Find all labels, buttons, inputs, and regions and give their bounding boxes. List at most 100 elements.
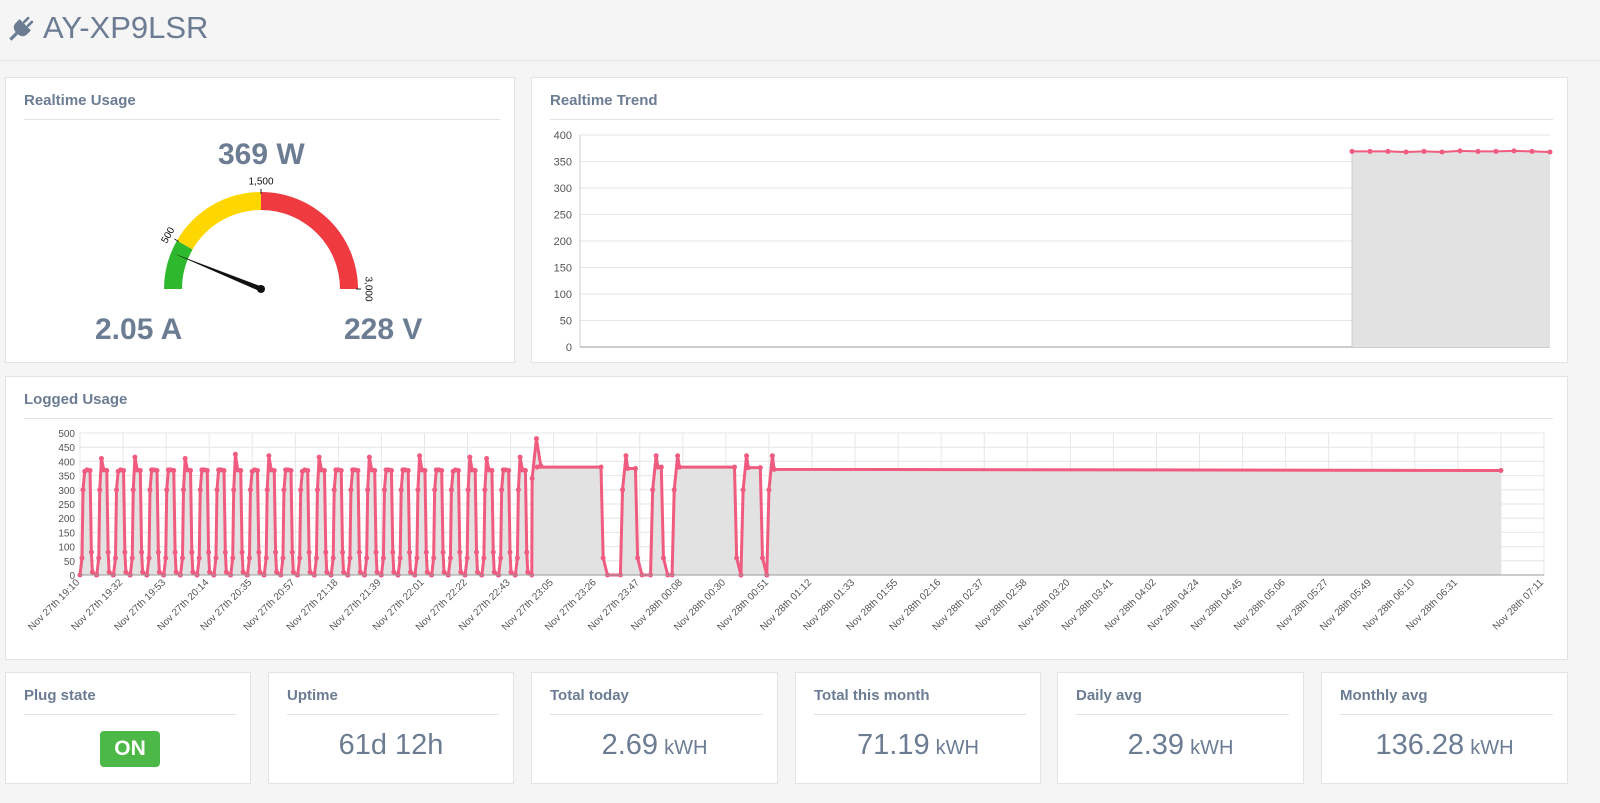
logged-point [223, 569, 229, 575]
logged-point [331, 487, 337, 493]
logged-point [87, 467, 93, 473]
logged-point [172, 549, 178, 555]
stat-card-plug-state: Plug state ON [5, 672, 251, 784]
logged-point [734, 555, 740, 561]
logged-point [163, 555, 169, 561]
logged-point [600, 555, 606, 561]
logged-point [431, 555, 437, 561]
logged-point [230, 555, 236, 561]
logged-point [105, 549, 111, 555]
y-tick-label: 150 [554, 263, 572, 275]
trend-point [1457, 148, 1463, 154]
panel-title: Realtime Trend [550, 92, 658, 109]
logged-point [448, 487, 454, 493]
logged-point [447, 555, 453, 561]
logged-point [534, 464, 540, 470]
y-tick-label: 50 [560, 316, 572, 328]
logged-point [465, 487, 471, 493]
logged-point [130, 487, 136, 493]
logged-point [455, 467, 461, 473]
voltage-reading: 228 V [344, 313, 423, 346]
unit-label: kWH [1470, 737, 1514, 759]
y-tick-label: 250 [58, 500, 75, 511]
gauge-tick-label: 500 [160, 225, 178, 245]
logged-point [348, 487, 354, 493]
logged-point [424, 569, 430, 575]
logged-point [472, 467, 478, 473]
logged-point [482, 487, 488, 493]
logged-point [417, 453, 423, 459]
logged-point [238, 467, 244, 473]
logged-point [190, 569, 196, 575]
logged-point [97, 487, 103, 493]
logged-point [467, 454, 473, 460]
stat-title: Uptime [287, 687, 338, 704]
divider [814, 714, 1026, 715]
logged-point [139, 549, 145, 555]
logged-point [189, 549, 195, 555]
y-tick-label: 200 [554, 236, 572, 248]
trend-point [1475, 148, 1481, 154]
logged-point [263, 555, 269, 561]
logged-point [366, 454, 372, 460]
y-tick-label: 400 [58, 457, 75, 468]
logged-point [114, 487, 120, 493]
logged-point [173, 569, 179, 575]
logged-point [123, 569, 129, 575]
logged-point [620, 487, 626, 493]
logged-point [474, 549, 480, 555]
divider [1340, 714, 1553, 715]
logged-point [314, 487, 320, 493]
logged-point [731, 464, 737, 470]
logged-point [340, 549, 346, 555]
logged-point [356, 549, 362, 555]
stat-value: 2.39 kWH [1058, 729, 1303, 762]
logged-point [440, 549, 446, 555]
stat-value: 61d 12h [269, 729, 513, 762]
stat-card-uptime: Uptime 61d 12h [268, 672, 514, 784]
logged-point [106, 569, 112, 575]
gauge-needle [173, 253, 262, 292]
trend-point [1547, 149, 1553, 155]
logged-point [475, 569, 481, 575]
logged-point [676, 464, 682, 470]
page-title: AY-XP9LSR [43, 10, 209, 45]
y-tick-label: 350 [58, 472, 75, 483]
plug-icon [9, 16, 34, 41]
logged-point [213, 555, 219, 561]
logged-point [273, 549, 279, 555]
realtime-usage-panel: Realtime Usage 369 W 500 1,500 3,000 2.05 … [5, 77, 515, 363]
logged-point [257, 569, 263, 575]
logged-point [316, 454, 322, 460]
logged-point [313, 555, 319, 561]
logged-point [508, 569, 514, 575]
y-tick-label: 300 [58, 486, 75, 497]
logged-point [625, 466, 631, 471]
logged-point [757, 465, 763, 471]
logged-point [397, 555, 403, 561]
y-tick-label: 500 [58, 429, 75, 440]
logged-point [232, 451, 238, 457]
logged-point [88, 549, 94, 555]
unit-label: kWH [1190, 737, 1234, 759]
logged-point [422, 467, 428, 473]
logged-point [182, 456, 188, 462]
logged-usage-panel: Logged Usage 500 450 400 350 300 250 200 150 100… [5, 376, 1568, 660]
uptime-value: 61d 12h [338, 729, 444, 761]
logged-point [408, 569, 414, 575]
logged-point [458, 569, 464, 575]
y-tick-label: 400 [554, 130, 572, 142]
logged-point [89, 569, 95, 575]
logged-point [122, 549, 128, 555]
plug-state-toggle[interactable]: ON [100, 731, 160, 767]
y-tick-label: 450 [58, 443, 75, 454]
page-header: AY-XP9LSR [0, 0, 1600, 61]
logged-point [180, 487, 186, 493]
divider [1076, 714, 1289, 715]
logged-point [154, 467, 160, 473]
logged-point [517, 454, 523, 460]
stat-card-monthly-avg: Monthly avg 136.28 kWH [1321, 672, 1568, 784]
divider [287, 714, 499, 715]
logged-point [323, 549, 329, 555]
logged-point [254, 467, 260, 473]
